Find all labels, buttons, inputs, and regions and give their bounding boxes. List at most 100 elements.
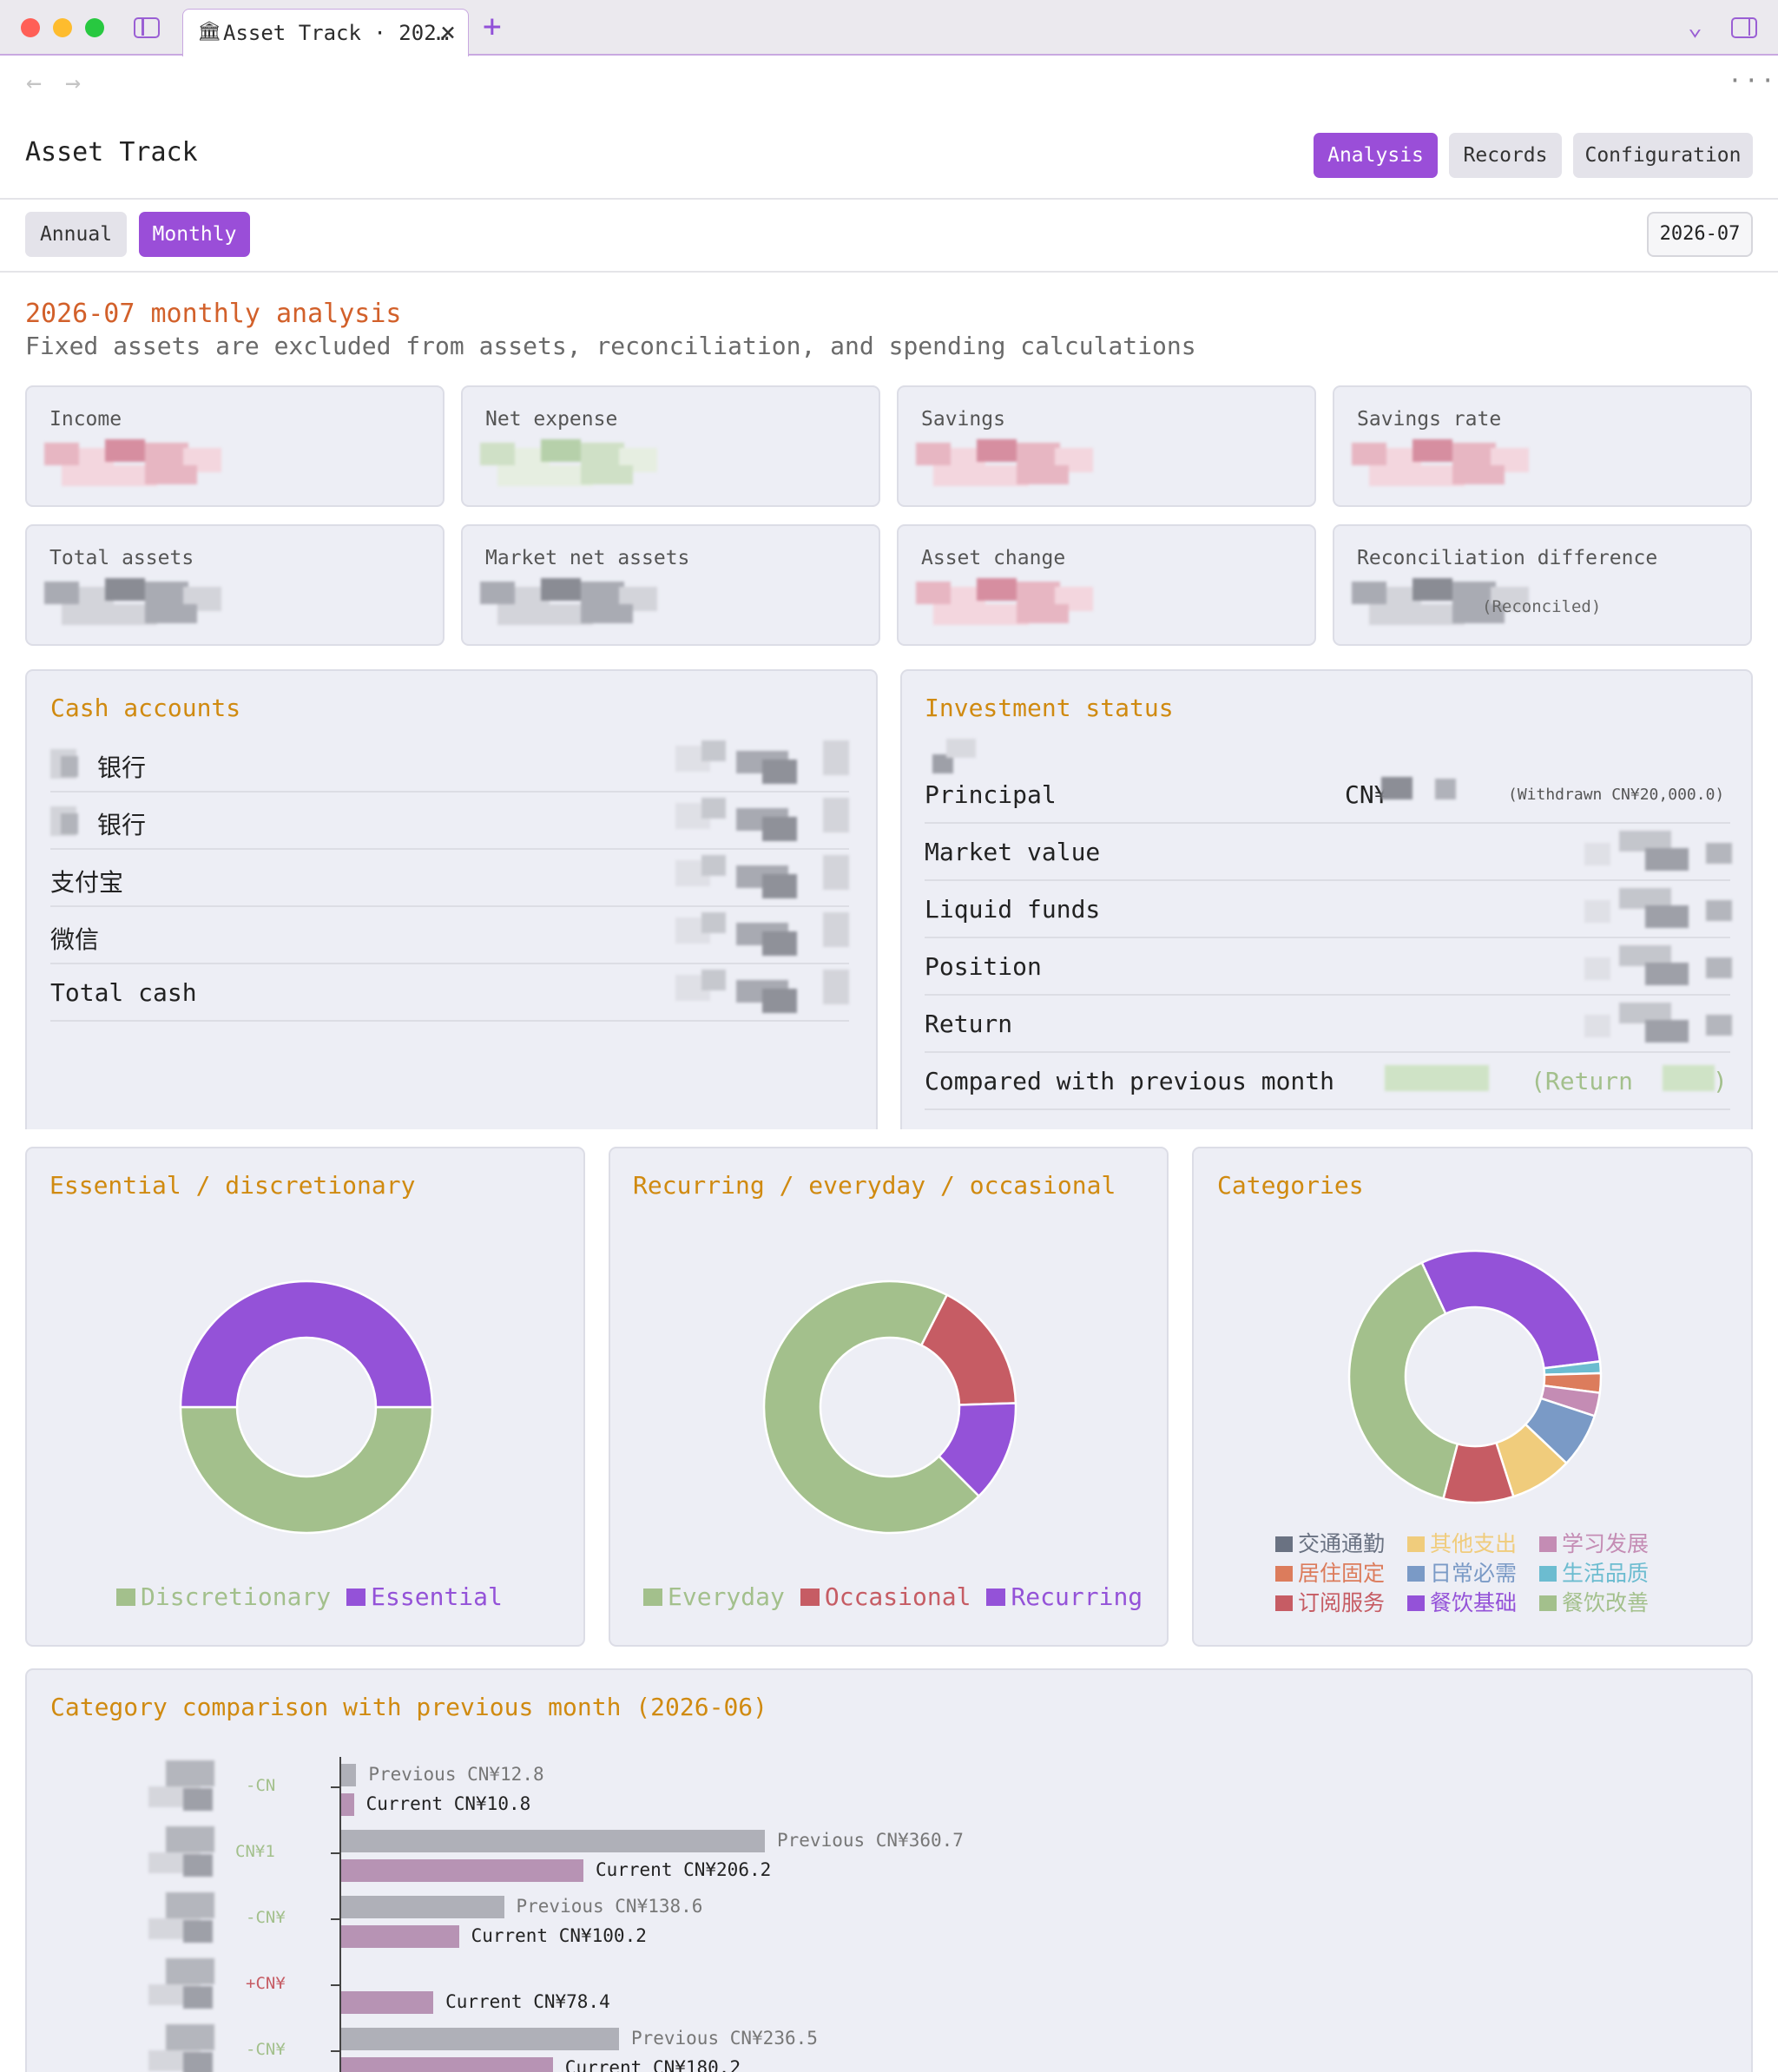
legend-label: 餐饮改善 <box>1562 1590 1650 1615</box>
right-panel-icon[interactable] <box>1731 17 1757 38</box>
current-bar-label: Current CN¥10.8 <box>365 1793 531 1814</box>
legend-item[interactable]: Occasional <box>800 1582 971 1611</box>
legend-label: Everyday <box>668 1582 785 1611</box>
stat-card: Savings <box>897 385 1316 507</box>
analysis-note: Fixed assets are excluded from assets, r… <box>25 332 1196 360</box>
previous-bar[interactable] <box>341 1896 504 1918</box>
month-picker[interactable]: 2026-07 <box>1647 212 1753 257</box>
categories-chart-title: Categories <box>1217 1171 1364 1200</box>
legend-swatch <box>1407 1595 1425 1611</box>
legend-item[interactable]: 订阅服务 <box>1275 1586 1385 1617</box>
investment-label: Liquid funds <box>925 895 1101 924</box>
browser-tab[interactable]: 🏛 Asset Track · 202… × <box>182 9 469 56</box>
axis-tick <box>331 1852 339 1854</box>
tab-monthly[interactable]: Monthly <box>139 212 250 257</box>
recurring-chart-card: Recurring / everyday / occasional Everyd… <box>609 1147 1169 1647</box>
investment-row: Position <box>925 938 1732 996</box>
legend-swatch <box>1407 1536 1425 1552</box>
slice-recurring[interactable] <box>937 1402 1017 1498</box>
legend-item[interactable]: 居住固定 <box>1275 1556 1385 1588</box>
redacted-value <box>927 739 979 779</box>
sidebar-toggle-icon[interactable] <box>134 17 160 38</box>
investment-label: Return <box>925 1010 1013 1038</box>
legend-swatch <box>1275 1595 1293 1611</box>
redacted-value <box>148 1826 244 1880</box>
legend-swatch <box>1275 1566 1293 1582</box>
redacted-value <box>675 855 849 898</box>
minimize-window-button[interactable] <box>53 18 72 37</box>
investment-label: Compared with previous month <box>925 1067 1335 1095</box>
analysis-button[interactable]: Analysis <box>1314 133 1438 178</box>
current-bar[interactable] <box>341 2057 553 2072</box>
close-window-button[interactable] <box>21 18 40 37</box>
stat-card: Market net assets <box>461 524 880 646</box>
legend-item[interactable]: 日常必需 <box>1407 1556 1517 1588</box>
slice-everyday[interactable] <box>762 1279 981 1535</box>
previous-bar-label: Previous CN¥360.7 <box>777 1830 964 1851</box>
zoom-window-button[interactable] <box>85 18 104 37</box>
delta-label: -CN¥ <box>246 2040 286 2059</box>
previous-bar[interactable] <box>341 1764 357 1786</box>
redacted-value <box>1663 1065 1715 1091</box>
legend-label: Recurring <box>1011 1582 1143 1611</box>
legend-swatch <box>116 1589 135 1606</box>
legend-item[interactable]: 学习发展 <box>1539 1527 1649 1558</box>
redacted-value <box>916 439 1124 488</box>
legend-label: 交通通勤 <box>1298 1531 1386 1556</box>
legend-item[interactable]: Recurring <box>986 1582 1143 1611</box>
redacted-value <box>148 1760 244 1814</box>
chart-axis <box>339 1757 341 2072</box>
previous-bar-label: Previous CN¥236.5 <box>630 2028 818 2049</box>
stat-label: Savings <box>921 408 1005 431</box>
close-tab-icon[interactable]: × <box>439 17 456 48</box>
legend-item[interactable]: 其他支出 <box>1407 1527 1517 1558</box>
redacted-value <box>916 578 1124 627</box>
stat-card: Asset change <box>897 524 1316 646</box>
legend-swatch <box>1539 1595 1557 1611</box>
cash-account-label: 微信 <box>50 925 100 954</box>
previous-bar[interactable] <box>341 2028 619 2050</box>
page-title: Asset Track <box>25 137 198 168</box>
slice-discretionary[interactable] <box>179 1405 434 1535</box>
legend-item[interactable]: Discretionary <box>116 1582 331 1611</box>
stat-label: Asset change <box>921 547 1066 569</box>
redacted-value <box>675 912 849 956</box>
redacted-value <box>148 1892 244 1946</box>
records-button[interactable]: Records <box>1449 133 1562 178</box>
current-bar[interactable] <box>341 1793 354 1816</box>
legend-item[interactable]: 餐饮改善 <box>1539 1586 1649 1617</box>
slice-餐饮基础[interactable] <box>1420 1249 1602 1370</box>
legend-item[interactable]: 交通通勤 <box>1275 1527 1385 1558</box>
legend-item[interactable]: 生活品质 <box>1539 1556 1649 1588</box>
back-arrow-icon[interactable]: ← <box>26 68 43 98</box>
new-tab-button[interactable]: + <box>483 9 502 44</box>
recurring-legend: Everyday Occasional Recurring <box>643 1582 1158 1611</box>
legend-item[interactable]: 餐饮基础 <box>1407 1586 1517 1617</box>
redacted-value <box>1385 1065 1489 1091</box>
current-bar[interactable] <box>341 1859 583 1882</box>
slice-essential[interactable] <box>179 1279 434 1409</box>
current-bar[interactable] <box>341 1991 434 2014</box>
investment-label: Market value <box>925 838 1101 866</box>
legend-label: 学习发展 <box>1562 1531 1650 1556</box>
more-icon[interactable]: ··· <box>1728 66 1777 95</box>
legend-swatch <box>1539 1566 1557 1582</box>
reconciled-note: (Reconciled) <box>1482 597 1602 616</box>
redacted-value <box>50 806 94 836</box>
principal-label: Principal <box>925 780 1057 809</box>
cash-account-label: 银行 <box>97 811 147 839</box>
essential-legend: Discretionary Essential <box>116 1582 518 1611</box>
slice-餐饮改善[interactable] <box>1347 1260 1459 1500</box>
previous-bar[interactable] <box>341 1830 765 1852</box>
chevron-down-icon[interactable]: ⌄ <box>1688 12 1702 41</box>
cash-account-row: Total cash <box>50 964 849 1022</box>
previous-bar-label: Previous CN¥138.6 <box>516 1896 703 1917</box>
legend-item[interactable]: Essential <box>346 1582 503 1611</box>
legend-label: 其他支出 <box>1430 1531 1518 1556</box>
forward-arrow-icon[interactable]: → <box>65 68 82 98</box>
legend-item[interactable]: Everyday <box>643 1582 785 1611</box>
delta-label: CN¥1 <box>235 1842 275 1861</box>
current-bar[interactable] <box>341 1925 459 1948</box>
configuration-button[interactable]: Configuration <box>1573 133 1753 178</box>
tab-annual[interactable]: Annual <box>25 212 127 257</box>
